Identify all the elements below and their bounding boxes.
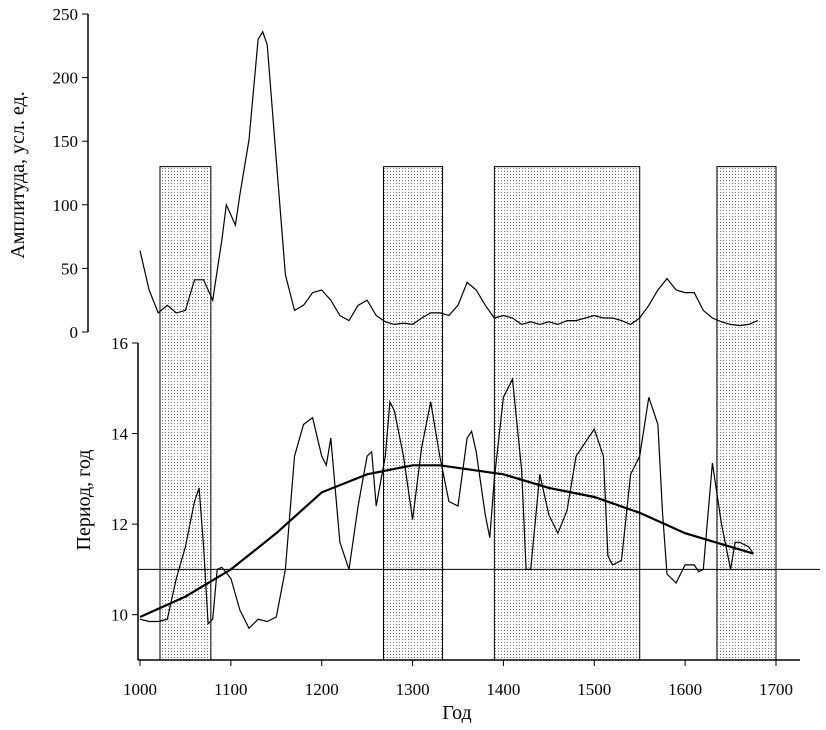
y-tick-label: 100 bbox=[53, 196, 79, 215]
y-tick-label: 10 bbox=[111, 606, 128, 625]
y-axis-label: Амплитуда, усл. ед. bbox=[7, 91, 29, 258]
shaded-period bbox=[382, 166, 444, 661]
x-tick-label: 1100 bbox=[214, 680, 247, 699]
x-axis-label: Год bbox=[442, 702, 471, 724]
y-tick-label: 200 bbox=[53, 69, 79, 88]
shaded-period bbox=[159, 166, 212, 661]
shaded-period bbox=[493, 166, 641, 661]
shaded-period bbox=[716, 166, 777, 661]
y-tick-label: 14 bbox=[111, 425, 129, 444]
x-tick-label: 1700 bbox=[759, 680, 793, 699]
y-tick-label: 16 bbox=[111, 334, 128, 353]
x-tick-label: 1400 bbox=[486, 680, 520, 699]
series-line bbox=[139, 377, 754, 630]
x-tick-label: 1000 bbox=[123, 680, 157, 699]
y-tick-label: 50 bbox=[61, 259, 78, 278]
x-tick-label: 1200 bbox=[305, 680, 339, 699]
y-tick-label: 150 bbox=[53, 132, 79, 151]
series-line bbox=[139, 464, 754, 619]
x-tick-label: 1600 bbox=[668, 680, 702, 699]
y-tick-label: 0 bbox=[70, 323, 79, 342]
y-tick-label: 250 bbox=[53, 5, 79, 24]
series-line bbox=[139, 30, 759, 327]
y-tick-label: 12 bbox=[111, 515, 128, 534]
y-axis-label: Период, год bbox=[73, 450, 95, 551]
x-tick-label: 1500 bbox=[577, 680, 611, 699]
x-tick-label: 1300 bbox=[396, 680, 430, 699]
